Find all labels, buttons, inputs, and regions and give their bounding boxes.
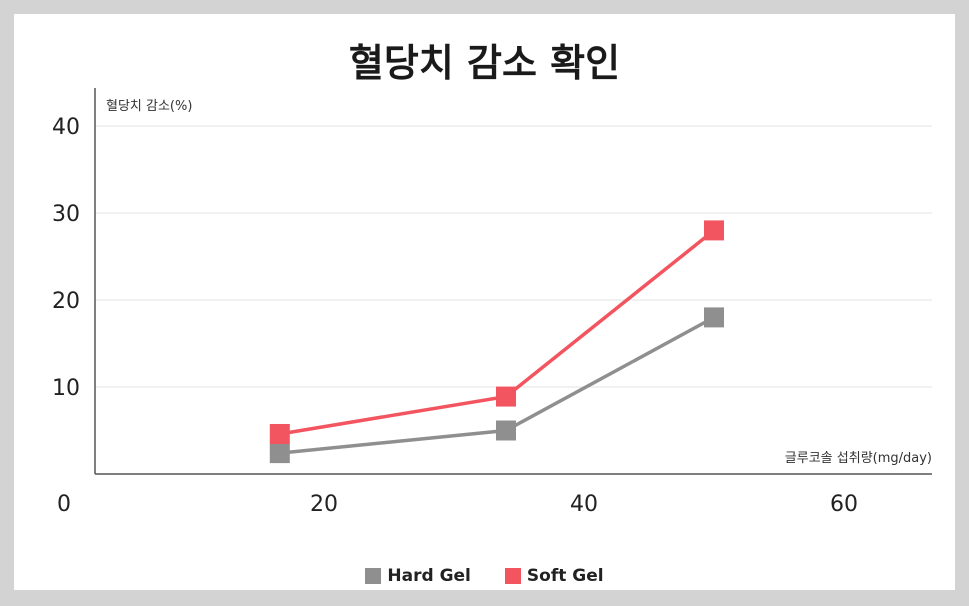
y-tick-label-30: 30 xyxy=(52,202,80,227)
y-axis-label: 혈당치 감소(%) xyxy=(106,99,192,114)
point-hard-gel-1 xyxy=(496,420,516,441)
point-soft-gel-1 xyxy=(496,386,516,407)
line-chart: 혈당치 감소(%) 글루코솔 섭취량(mg/day) 10 20 30 40 0 20 4… xyxy=(52,88,932,517)
x-tick-labels: 0 20 40 60 xyxy=(57,492,858,517)
x-tick-label-60: 60 xyxy=(830,492,858,517)
y-tick-labels: 10 20 30 40 xyxy=(52,115,80,401)
y-tick-label-40: 40 xyxy=(52,115,80,140)
x-tick-label-20: 20 xyxy=(310,492,338,517)
legend-swatch-hard-gel xyxy=(365,568,382,584)
series-group xyxy=(269,220,724,464)
x-tick-label-0: 0 xyxy=(57,492,71,517)
point-hard-gel-0 xyxy=(269,443,290,464)
chart-card: 혈당치 감소 확인 혈당치 감소(%) 글루코솔 섭취량(mg/day) 10 2… xyxy=(14,14,955,590)
y-tick-label-20: 20 xyxy=(52,289,80,314)
chart-title: 혈당치 감소 확인 xyxy=(348,41,621,85)
point-hard-gel-2 xyxy=(704,307,724,328)
point-soft-gel-2 xyxy=(704,220,724,241)
point-soft-gel-0 xyxy=(269,423,290,444)
y-tick-label-10: 10 xyxy=(52,376,80,401)
legend-item-hard-gel: Hard Gel xyxy=(365,566,471,586)
x-axis-label: 글루코솔 섭취량(mg/day) xyxy=(785,451,932,466)
legend: Hard Gel Soft Gel xyxy=(14,566,955,586)
grid-lines xyxy=(95,125,932,388)
legend-item-soft-gel: Soft Gel xyxy=(504,566,604,586)
legend-label-hard-gel: Hard Gel xyxy=(387,566,471,586)
legend-swatch-soft-gel xyxy=(504,568,521,584)
x-tick-label-40: 40 xyxy=(570,492,598,517)
legend-label-soft-gel: Soft Gel xyxy=(526,566,604,586)
